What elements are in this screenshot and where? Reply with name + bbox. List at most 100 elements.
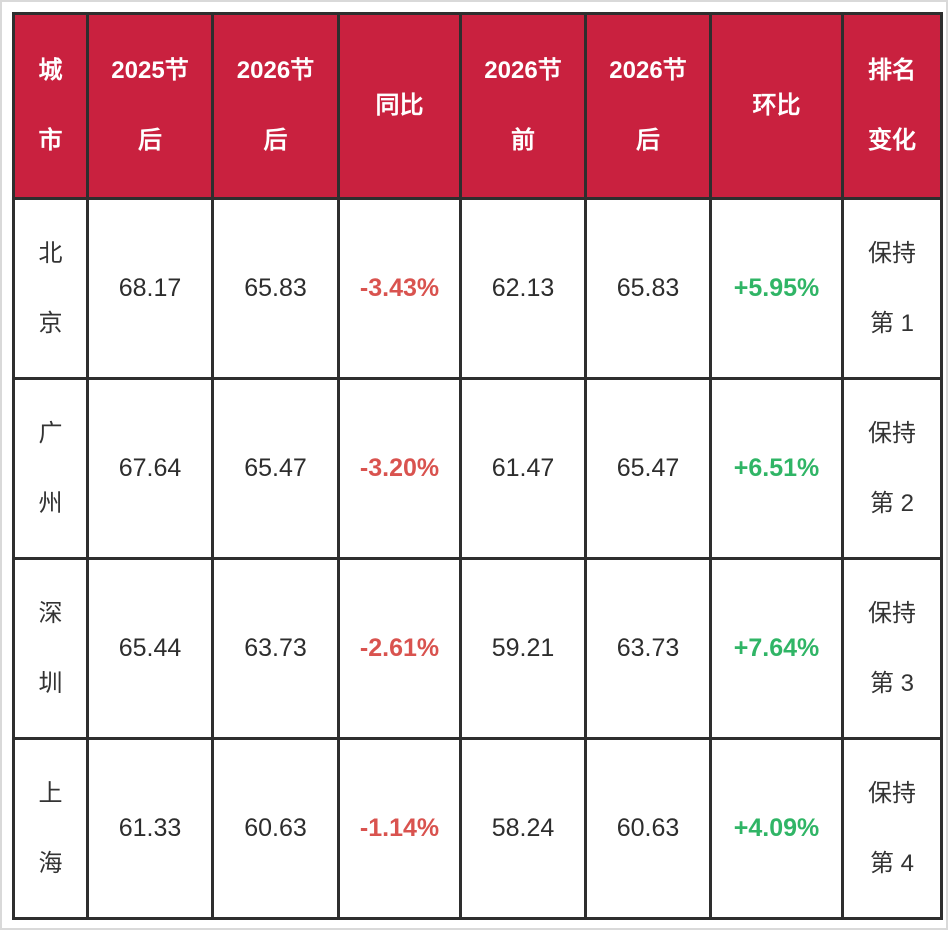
cell-value: 65.83 <box>244 274 307 302</box>
cell-line: 保持 <box>868 239 916 267</box>
cell-pre-2026: 58.24 <box>459 737 587 920</box>
header-cell-pre-2026: 2026节前 <box>459 12 587 200</box>
header-cell-post-2025: 2025节后 <box>86 12 214 200</box>
cell-yoy: -2.61% <box>337 557 462 740</box>
cell-value: 59.21 <box>491 634 555 662</box>
cell-post-2026: 60.63 <box>211 737 340 920</box>
cell-line: 京 <box>38 309 63 337</box>
header-label: 排名 <box>868 57 916 84</box>
cell-post-2026: 63.73 <box>211 557 340 740</box>
header-label: 2025节 <box>111 57 189 84</box>
cell-line: 深 <box>38 599 63 627</box>
cell-value: 60.63 <box>244 814 307 842</box>
cell-value: 65.44 <box>118 634 182 662</box>
header-cell-city: 城市 <box>12 12 89 200</box>
cell-value: 65.47 <box>616 454 680 482</box>
cell-value: -3.20% <box>359 454 440 482</box>
cell-value: 67.64 <box>118 454 182 482</box>
cell-value: +5.95% <box>733 274 820 302</box>
cell-yoy: -1.14% <box>337 737 462 920</box>
cell-value: -1.14% <box>359 814 440 842</box>
cell-line: 保持 <box>868 599 916 627</box>
cell-line: 第 1 <box>869 309 914 337</box>
cell-post-2025: 67.64 <box>86 377 214 560</box>
cell-line: 广 <box>38 419 63 447</box>
table-header: 城市 2025节后 2026节后同比 2026节前 2026节后环比 排名 变化 <box>12 12 943 200</box>
cell-value: 61.47 <box>491 454 555 482</box>
cell-post-2026-b: 63.73 <box>584 557 712 740</box>
cell-line: 第 4 <box>869 849 914 877</box>
header-label: 2026节 <box>609 57 687 84</box>
cell-value: 63.73 <box>616 634 680 662</box>
data-table: 城市 2025节后 2026节后同比 2026节前 2026节后环比 排名 变化 北京 68.… <box>12 12 943 920</box>
cell-value: 68.17 <box>118 274 182 302</box>
cell-line: 保持 <box>868 779 916 807</box>
table-row: 广州 67.64 65.47 -3.20% 61.47 65.47 +6.51% 保持第 2 <box>12 377 943 560</box>
cell-post-2025: 61.33 <box>86 737 214 920</box>
cell-line: 保持 <box>868 419 916 447</box>
cell-rank-change: 保持第 1 <box>841 197 943 380</box>
cell-value: 62.13 <box>491 274 555 302</box>
cell-pre-2026: 59.21 <box>459 557 587 740</box>
header-label: 同比 <box>375 92 424 119</box>
cell-rank-change: 保持第 2 <box>841 377 943 560</box>
cell-line: 第 2 <box>869 489 914 517</box>
cell-line: 北 <box>38 239 63 267</box>
cell-mom: +4.09% <box>709 737 844 920</box>
cell-city: 北京 <box>12 197 89 380</box>
cell-rank-change: 保持第 4 <box>841 737 943 920</box>
header-label: 2026节 <box>484 57 562 84</box>
cell-line: 州 <box>38 489 63 517</box>
cell-pre-2026: 61.47 <box>459 377 587 560</box>
cell-city: 上海 <box>12 737 89 920</box>
header-cell-yoy: 同比 <box>337 12 462 200</box>
cell-line: 第 3 <box>869 669 914 697</box>
cell-line: 上 <box>38 779 63 807</box>
cell-city: 深圳 <box>12 557 89 740</box>
header-cell-rank-change: 排名 变化 <box>841 12 943 200</box>
cell-value: -2.61% <box>359 634 440 662</box>
header-label: 后 <box>138 127 162 154</box>
cell-value: 60.63 <box>616 814 680 842</box>
cell-yoy: -3.20% <box>337 377 462 560</box>
cell-post-2026-b: 65.47 <box>584 377 712 560</box>
cell-value: 65.47 <box>244 454 307 482</box>
cell-value: -3.43% <box>359 274 440 302</box>
table-row: 上海 61.33 60.63 -1.14% 58.24 60.63 +4.09% 保持第 4 <box>12 737 943 920</box>
cell-value: +7.64% <box>733 634 820 662</box>
cell-value: 65.83 <box>616 274 680 302</box>
cell-value: 61.33 <box>118 814 182 842</box>
table-row: 北京 68.17 65.83 -3.43% 62.13 65.83 +5.95% 保持第 1 <box>12 197 943 380</box>
cell-value: 63.73 <box>244 634 307 662</box>
header-label: 变化 <box>868 127 916 154</box>
table-row: 深圳 65.44 63.73 -2.61% 59.21 63.73 +7.64% 保持第 3 <box>12 557 943 740</box>
cell-post-2026-b: 60.63 <box>584 737 712 920</box>
cell-yoy: -3.43% <box>337 197 462 380</box>
cell-pre-2026: 62.13 <box>459 197 587 380</box>
cell-mom: +5.95% <box>709 197 844 380</box>
cell-line: 圳 <box>38 669 63 697</box>
header-label: 后 <box>636 127 660 154</box>
cell-value: 58.24 <box>491 814 555 842</box>
cell-post-2026: 65.83 <box>211 197 340 380</box>
cell-mom: +6.51% <box>709 377 844 560</box>
header-cell-post-2026: 2026节后 <box>211 12 340 200</box>
header-label: 环比 <box>752 92 801 119</box>
header-cell-post-2026-b: 2026节后 <box>584 12 712 200</box>
cell-rank-change: 保持第 3 <box>841 557 943 740</box>
cell-post-2026: 65.47 <box>211 377 340 560</box>
cell-post-2025: 68.17 <box>86 197 214 380</box>
cell-post-2025: 65.44 <box>86 557 214 740</box>
header-label: 2026节 <box>236 57 315 84</box>
cell-city: 广州 <box>12 377 89 560</box>
header-row: 城市 2025节后 2026节后同比 2026节前 2026节后环比 排名 变化 <box>12 12 943 200</box>
header-label: 前 <box>511 127 535 154</box>
cell-post-2026-b: 65.83 <box>584 197 712 380</box>
header-label: 后 <box>263 127 288 154</box>
cell-line: 海 <box>38 849 63 877</box>
header-cell-mom: 环比 <box>709 12 844 200</box>
cell-value: +4.09% <box>733 814 820 842</box>
cell-value: +6.51% <box>733 454 820 482</box>
header-label: 市 <box>38 127 63 154</box>
